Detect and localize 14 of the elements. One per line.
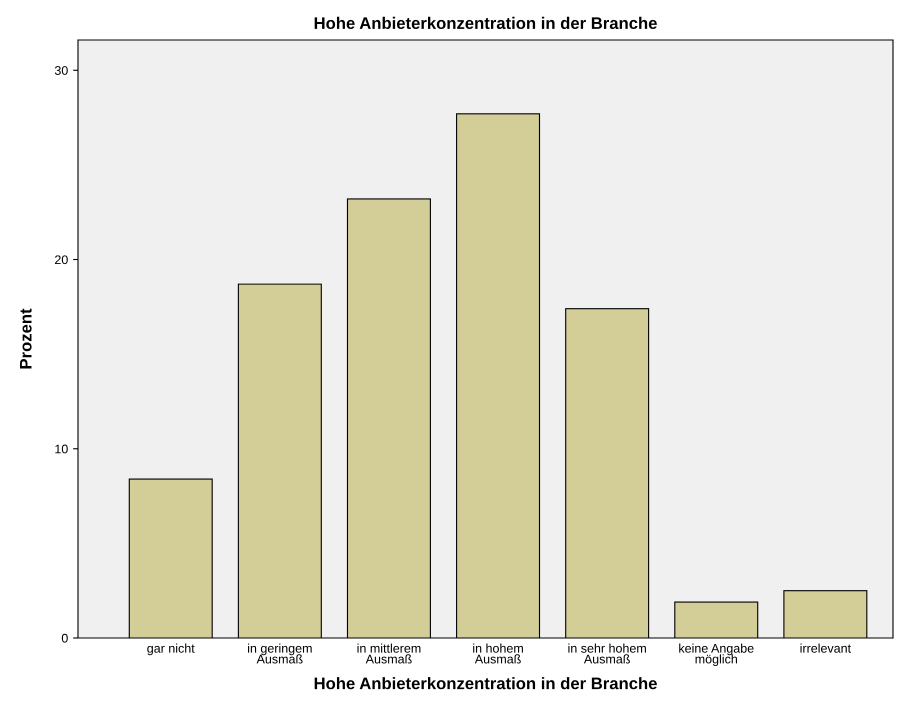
chart-title: Hohe Anbieterkonzentration in der Branche bbox=[314, 16, 657, 30]
x-tick-label: in sehr hohem Ausmaß bbox=[568, 644, 646, 664]
x-tick-label: keine Angabe möglich bbox=[679, 644, 754, 666]
y-tick-label: 30 bbox=[54, 66, 68, 75]
x-axis-title: Hohe Anbieterkonzentration in der Branche bbox=[314, 677, 657, 690]
x-tick-label: in mittlerem Ausmaß bbox=[357, 644, 420, 664]
y-tick-label: 0 bbox=[62, 634, 68, 643]
y-tick-label: 10 bbox=[55, 444, 68, 454]
x-tick-label: in geringem Ausmaß bbox=[248, 644, 312, 664]
x-tick-label: in hohem Ausmaß bbox=[473, 644, 523, 664]
y-tick-label: 20 bbox=[55, 255, 68, 264]
x-tick-label: gar nicht bbox=[147, 644, 195, 656]
y-axis-title: Prozent bbox=[20, 308, 32, 368]
x-tick-label: irrelevant bbox=[800, 644, 851, 653]
